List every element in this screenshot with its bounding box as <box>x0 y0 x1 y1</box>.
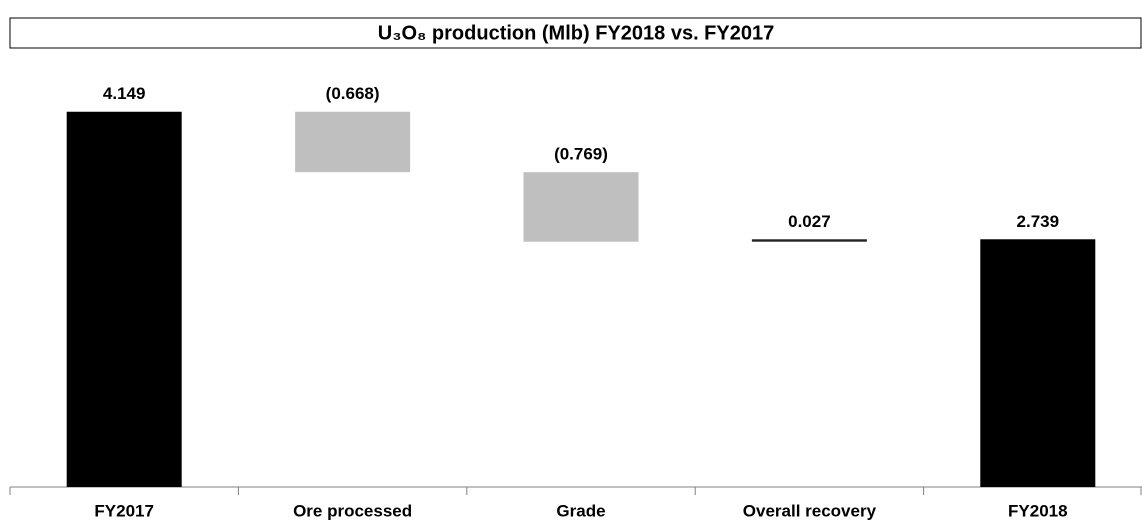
chart-title: U₃O₈ production (Mlb) FY2018 vs. FY2017 <box>378 22 774 44</box>
x-tick-label: FY2018 <box>1008 501 1068 520</box>
value-label: (0.769) <box>554 145 608 164</box>
x-tick-label: FY2017 <box>94 501 154 520</box>
bar <box>751 239 867 242</box>
bar <box>295 111 411 173</box>
value-label: 0.027 <box>788 212 831 231</box>
value-label: 4.149 <box>103 84 146 103</box>
bar <box>980 239 1096 487</box>
x-tick-label: Overall recovery <box>743 501 877 520</box>
value-label: (0.668) <box>326 84 380 103</box>
x-tick-label: Ore processed <box>293 501 412 520</box>
title-box <box>9 17 1142 49</box>
value-label: 2.739 <box>1017 212 1060 231</box>
x-tick-label: Grade <box>556 501 605 520</box>
bar <box>523 172 639 242</box>
bar <box>66 111 182 487</box>
